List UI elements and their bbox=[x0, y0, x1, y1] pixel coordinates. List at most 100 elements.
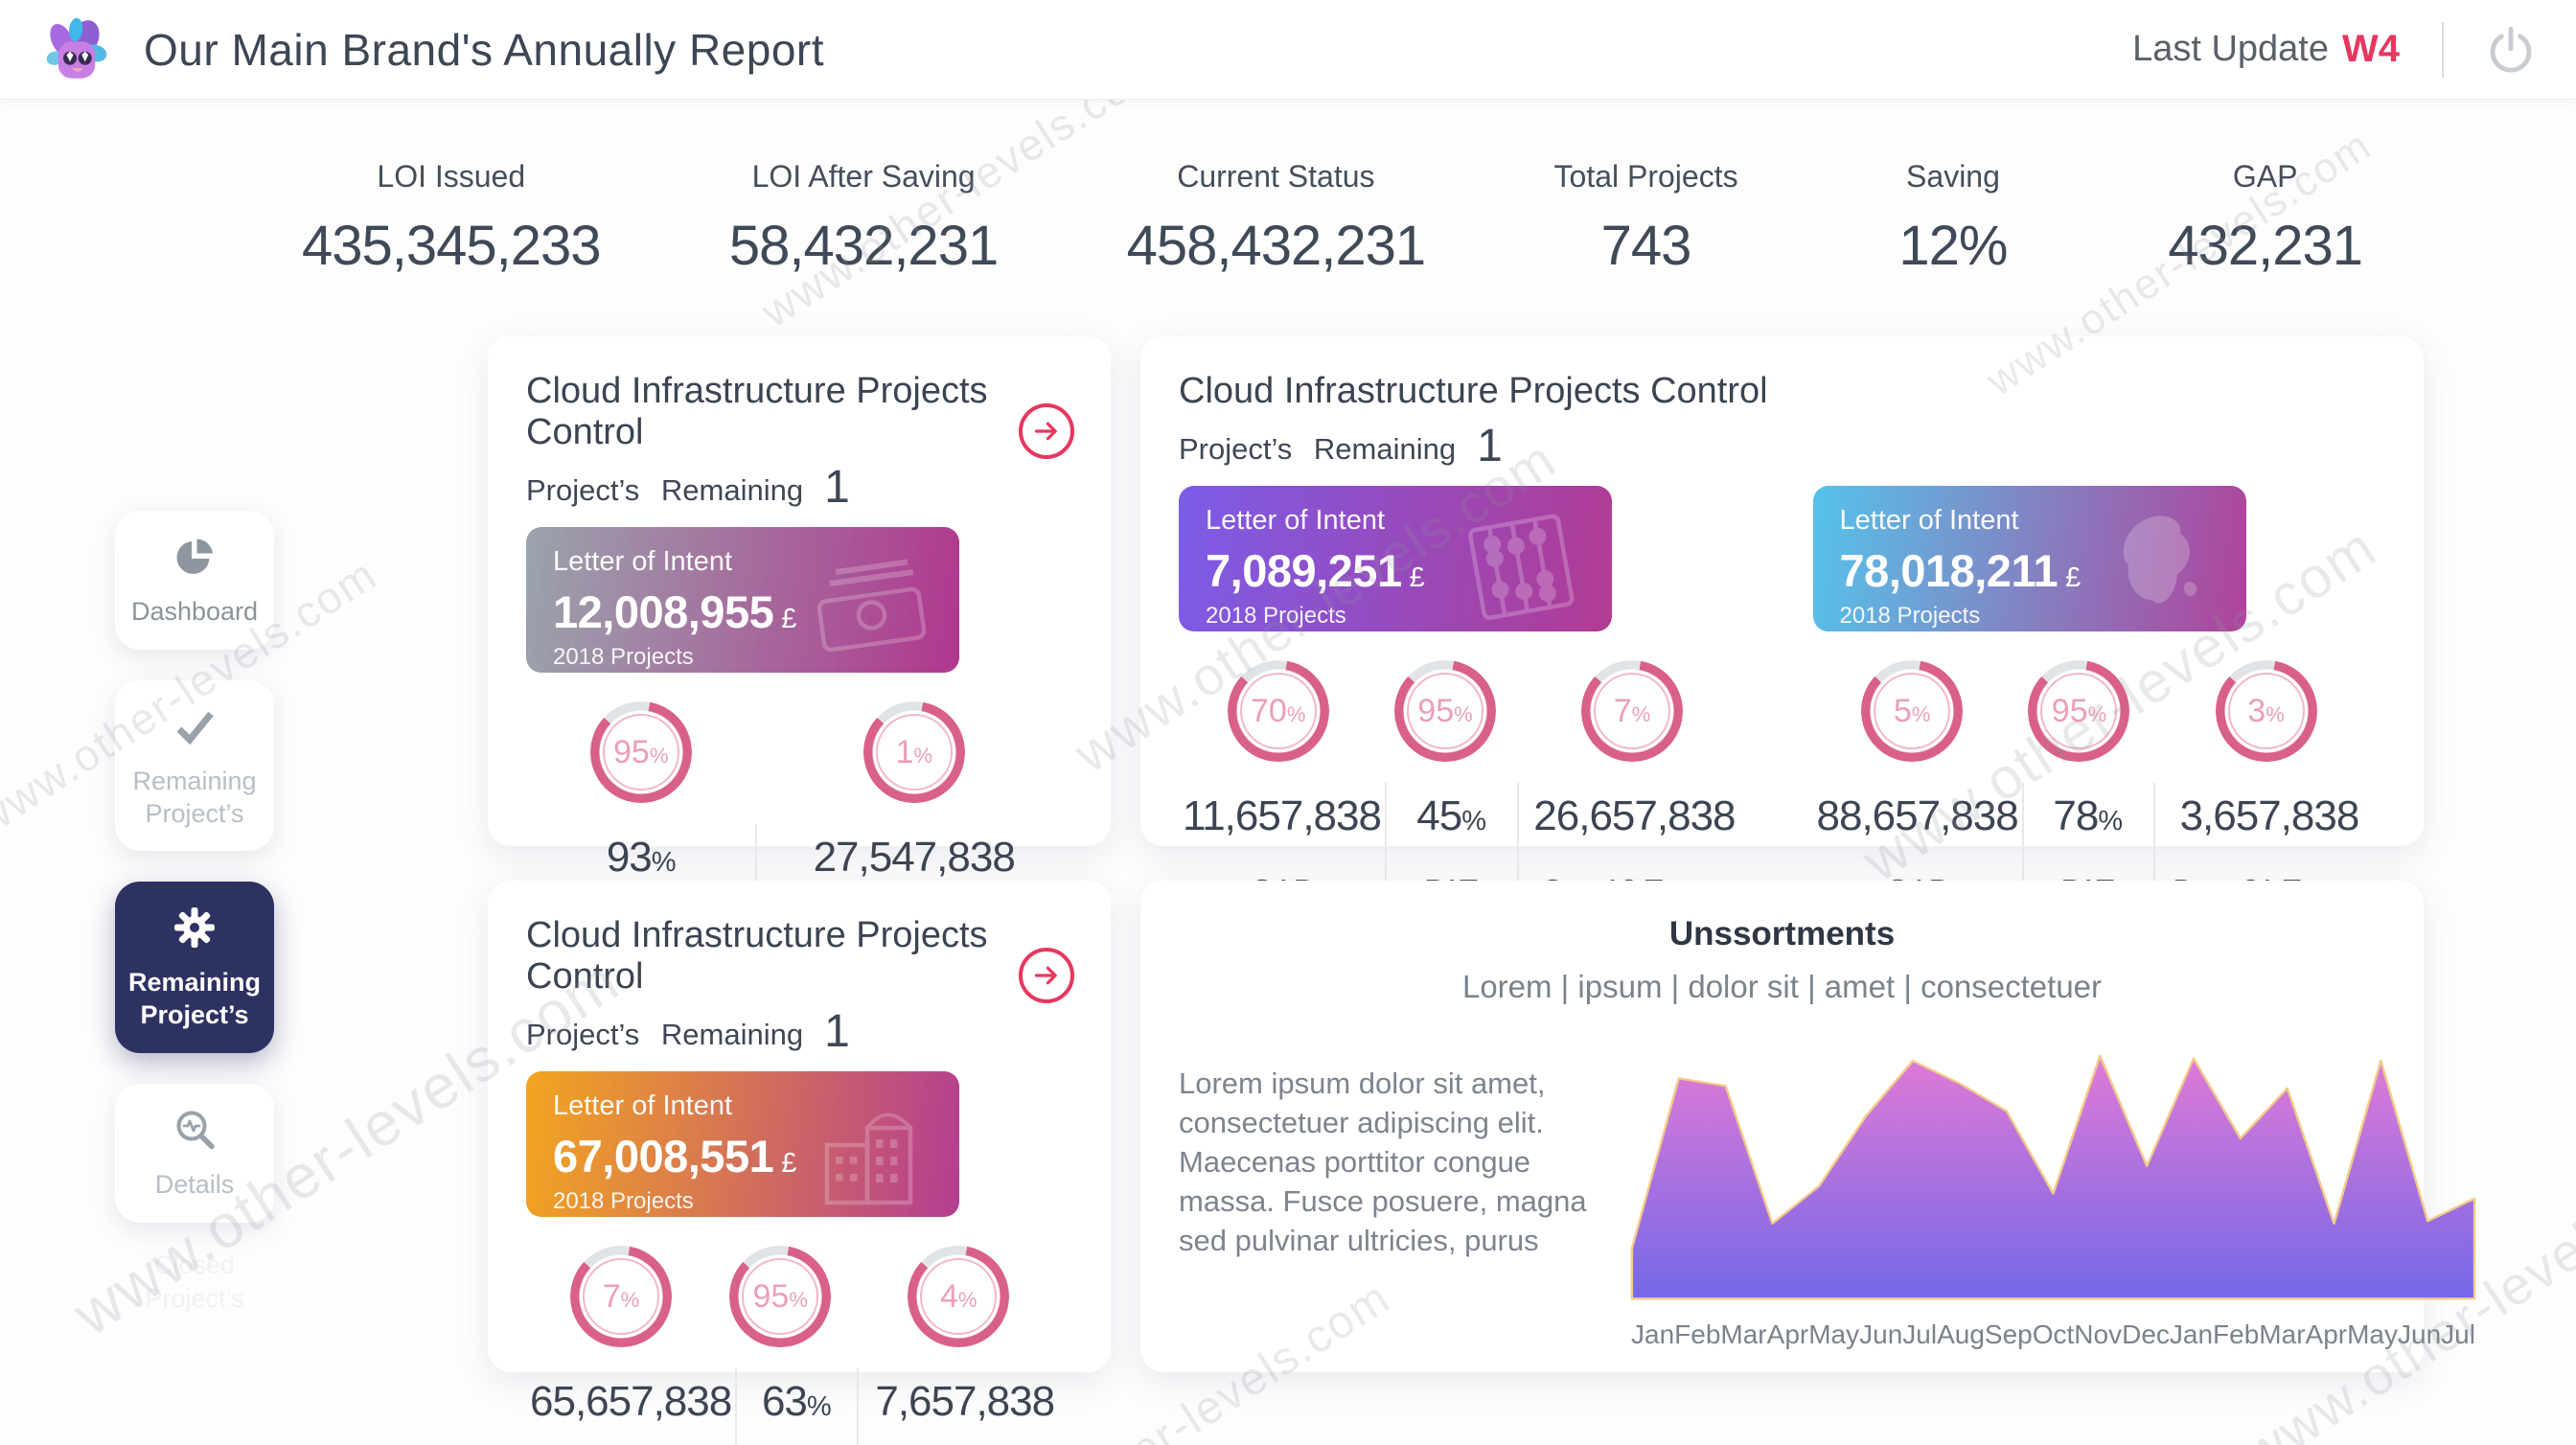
x-axis-label: Oct bbox=[2032, 1319, 2075, 1349]
stat-loi-issued: LOI Issued 435,345,233 bbox=[302, 159, 602, 278]
gauges-row: 70% 95% 7% bbox=[1179, 660, 1752, 763]
unit: % bbox=[2098, 806, 2123, 837]
banner-caption: 2018 Projects bbox=[1839, 603, 1981, 630]
sidebar-item-label: Remaining Project’s bbox=[127, 968, 262, 1029]
currency: £ bbox=[2065, 562, 2081, 594]
x-axis-labels: Jan Feb Mar Apr May Jun Jul Aug Sep Oct Nov Dec Jan F… bbox=[1629, 1319, 2477, 1350]
x-axis-label: Apr bbox=[2305, 1319, 2348, 1349]
x-axis-label: Feb bbox=[2213, 1319, 2260, 1349]
remaining-row: Project’s Remaining 1 bbox=[526, 1006, 1072, 1057]
stat-value: 743 bbox=[1600, 215, 1692, 277]
value: 26,657,838 bbox=[1533, 792, 1736, 840]
ring-unit: % bbox=[2087, 702, 2107, 727]
stat-value: 435,345,233 bbox=[302, 215, 602, 277]
banner-label: Letter of Intent bbox=[553, 546, 733, 578]
sidebar-item-details[interactable]: Details bbox=[115, 1083, 274, 1223]
x-axis-label: Dec bbox=[2122, 1319, 2170, 1349]
banner-caption: 2018 Projects bbox=[553, 1188, 694, 1215]
unit: % bbox=[651, 847, 677, 879]
x-axis-label: Feb bbox=[1674, 1319, 1721, 1349]
x-axis-label: May bbox=[1808, 1319, 1860, 1349]
x-axis-label: Mar bbox=[2259, 1319, 2306, 1349]
banner-caption: 2018 Projects bbox=[553, 644, 694, 671]
value: 63 bbox=[761, 1378, 808, 1426]
unssortments-paragraph: Lorem ipsum dolor sit amet, consectetuer… bbox=[1179, 1067, 1587, 1257]
sidebar-item-label: Details bbox=[154, 1169, 235, 1199]
gauge: 95% bbox=[1377, 660, 1512, 763]
sidebar-item-label: Remaining Project’s bbox=[132, 766, 257, 828]
card2-left-half: Letter of Intent 7,089,251 £ 2018 Project… bbox=[1179, 467, 1752, 912]
x-axis-label: Sep bbox=[1984, 1319, 2033, 1349]
x-axis-label: Nov bbox=[2074, 1319, 2123, 1349]
stat-label: LOI After Saving bbox=[751, 159, 976, 194]
sidebar-item-dashboard[interactable]: Dashboard bbox=[115, 511, 274, 650]
ring-unit: % bbox=[2266, 702, 2285, 727]
x-axis-label: May bbox=[2347, 1319, 2399, 1349]
x-axis-label: Jan bbox=[2169, 1319, 2214, 1349]
stat-label: LOI Issued bbox=[377, 159, 526, 194]
remaining-row: Project’s Remaining 1 bbox=[526, 462, 1072, 513]
arrow-right-icon bbox=[1034, 422, 1057, 441]
remaining-value: 1 bbox=[824, 462, 850, 513]
sidebar-item-closed-projects-faint: Closed Project’s bbox=[145, 1250, 244, 1314]
gauge: 7% bbox=[1513, 660, 1752, 763]
ring-unit: % bbox=[1454, 702, 1473, 727]
header: Our Main Brand's Annually Report Last Up… bbox=[0, 0, 2576, 100]
stat-value: 12% bbox=[1898, 215, 2008, 277]
remaining-label: Project’s Remaining bbox=[526, 473, 804, 508]
sidebar-item-remaining-projects[interactable]: Remaining Project’s bbox=[115, 679, 274, 852]
ring-value: 4 bbox=[940, 1277, 958, 1315]
gear-icon bbox=[174, 907, 215, 949]
x-axis-label: Apr bbox=[1766, 1319, 1809, 1349]
brand-logo bbox=[46, 17, 107, 79]
last-update-value: W4 bbox=[2342, 28, 2400, 70]
banner-amount: 78,018,211 £ bbox=[1840, 544, 2220, 597]
remaining-label: Project’s Remaining bbox=[1179, 432, 1457, 467]
ring-value: 1 bbox=[895, 733, 914, 770]
abacus-icon bbox=[1468, 514, 1575, 621]
x-axis-label: Jan bbox=[1631, 1319, 1675, 1349]
area-chart: Jan Feb Mar Apr May Jun Jul Aug Sep Oct Nov Dec Jan F… bbox=[1629, 1038, 2477, 1350]
value: 93 bbox=[606, 834, 653, 882]
value: 7,657,838 bbox=[875, 1378, 1055, 1426]
remaining-value: 1 bbox=[824, 1006, 850, 1057]
value: 11,657,838 bbox=[1183, 792, 1382, 840]
ring-value: 7 bbox=[1613, 692, 1632, 729]
value: 65,657,838 bbox=[530, 1378, 732, 1426]
stat-value: 458,432,231 bbox=[1126, 215, 1427, 277]
letter-of-intent-banner: Letter of Intent 67,008,551 £ 2018 Projec… bbox=[526, 1071, 959, 1218]
header-right: Last Update W4 bbox=[2132, 21, 2536, 78]
banner-amount: 67,008,551 £ bbox=[553, 1130, 932, 1182]
search-analytics-icon bbox=[176, 1111, 215, 1149]
x-axis-label: Mar bbox=[1720, 1319, 1767, 1349]
ring-unit: % bbox=[957, 1288, 978, 1313]
card-title: Cloud Infrastructure Projects Control bbox=[526, 371, 988, 452]
card2-right-half: Letter of Intent 78,018,211 £ 2018 Projec… bbox=[1812, 467, 2386, 912]
pie-chart-icon bbox=[176, 539, 213, 574]
arrow-right-icon bbox=[1034, 966, 1057, 985]
gauge: 3% bbox=[2147, 660, 2385, 763]
stat-gap: 65,657,838 GAP bbox=[526, 1372, 735, 1445]
stat-label: GAP bbox=[2232, 159, 2298, 194]
ring-value: 95 bbox=[612, 733, 650, 770]
ring-unit: % bbox=[1911, 702, 1931, 727]
card-title: Cloud Infrastructure Projects Control bbox=[1179, 371, 1768, 411]
sidebar-item-label: Dashboard bbox=[130, 597, 259, 626]
open-card-arrow-button[interactable] bbox=[1019, 948, 1074, 1003]
check-icon bbox=[176, 711, 214, 745]
area-series bbox=[1630, 1054, 2476, 1300]
value: 27,547,838 bbox=[813, 834, 1016, 882]
letter-of-intent-banner: Letter of Intent 7,089,251 £ 2018 Project… bbox=[1179, 486, 1612, 632]
card-cloud-projects-2: Cloud Infrastructure Projects Control Pr… bbox=[1140, 336, 2424, 912]
value: 78 bbox=[2053, 792, 2099, 840]
gauge: 95% bbox=[2012, 660, 2147, 763]
open-card-arrow-button[interactable] bbox=[1019, 403, 1074, 459]
sidebar-item-remaining-projects-active[interactable]: Remaining Project’s bbox=[115, 882, 274, 1053]
x-axis-label: Jul bbox=[1902, 1319, 1938, 1349]
value: 3,657,838 bbox=[2179, 792, 2360, 840]
banner-amount: 12,008,955 £ bbox=[553, 585, 932, 638]
stat-label: Saving bbox=[1906, 159, 2000, 194]
ring-value: 70 bbox=[1251, 692, 1287, 729]
power-icon[interactable] bbox=[2486, 25, 2536, 75]
currency: £ bbox=[781, 1148, 796, 1180]
